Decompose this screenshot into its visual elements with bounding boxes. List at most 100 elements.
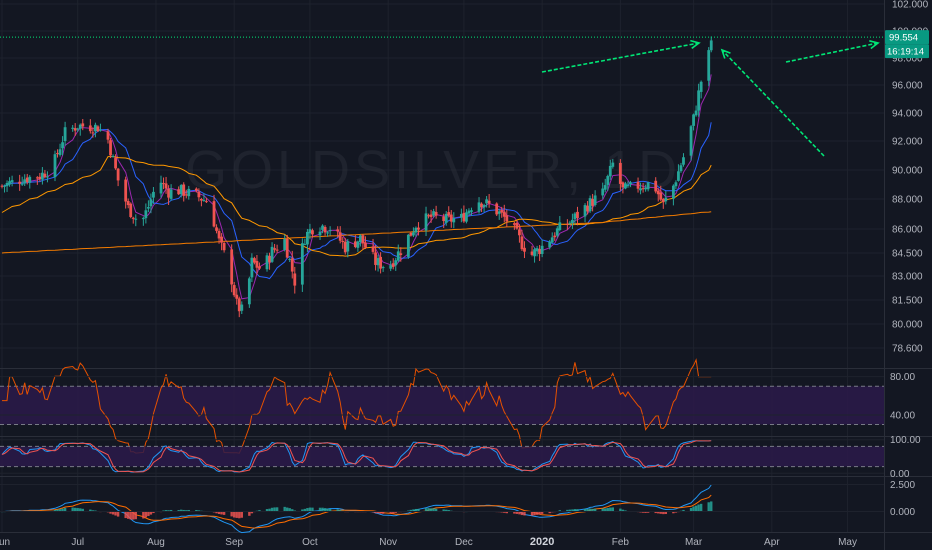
candle-up [568,220,572,226]
candle-body [359,235,362,243]
candle-body [505,215,509,222]
candle-body [641,188,645,190]
candle-body [3,185,6,187]
annotation-arrow [785,40,880,63]
candle-body [601,188,605,196]
candle-down [235,288,239,305]
candle-up [389,260,393,272]
candle-down [184,189,188,199]
candle-body [682,157,685,165]
macd-histogram-bar [185,510,188,512]
rsi-tick-label: 40.00 [890,410,915,421]
candle-down [371,238,375,255]
candle-body [326,232,329,234]
macd-histogram-bar [379,511,382,514]
time-axis[interactable]: Jun Jul Aug Sep Oct Nov Dec 2020 Feb Mar Apr May [0,536,857,548]
candle-body [391,263,395,267]
candle-body [399,253,403,255]
macd-pane[interactable]: 0.000 2.500 [0,480,915,534]
candle-down [336,226,340,238]
candle-down [553,232,557,241]
candle-up [497,209,501,220]
candle-up [240,301,244,314]
candle-up [558,216,562,232]
candle-down [182,182,186,202]
candle-body [275,249,279,251]
price-tick-label: 80.000 [892,320,923,331]
candle-down [512,221,516,230]
macd-histogram-bar [76,508,79,512]
candle-body [618,162,622,184]
candle-up [664,191,668,205]
candle-down [661,197,665,209]
candle-body [694,110,698,116]
candle-body [81,123,85,127]
annotation-arrows[interactable] [541,39,880,157]
candle-body [518,229,521,236]
candle-body [35,177,39,179]
macd-histogram-bar [518,511,521,515]
candle-down [258,262,261,271]
macd-histogram-bar [323,508,327,512]
candle-up [606,174,610,191]
macd-line [2,494,712,529]
candle-body [293,273,297,286]
candle-down [520,229,524,251]
macd-histogram-bar [283,506,286,512]
candle-body [452,218,456,223]
candle-body [25,177,29,183]
candle-down [164,176,168,194]
candles[interactable] [0,36,713,318]
candle-down [217,228,221,244]
macd-histogram-bar [432,508,435,512]
stoch-pane[interactable]: 0.00 100.00 [0,435,921,480]
candle-body [179,185,183,195]
candle-up [300,238,304,292]
candle-up [111,154,115,158]
candle-up [250,253,254,283]
candle-down [273,243,276,253]
price-tick-label: 102.000 [892,0,929,11]
candle-body [250,257,254,278]
candle-body [671,185,675,199]
candle-body [93,124,97,132]
candle-body [10,180,14,183]
candle-body [303,243,307,245]
candle-down [106,128,110,144]
candle-up [548,239,552,250]
candle-up [63,121,67,146]
candle-up [376,254,380,272]
macd-histogram-bar [301,509,304,512]
candle-body [43,173,47,178]
candle-body [664,197,668,202]
price-axis[interactable]: 78.600 80.000 81.500 83.000 84.500 86.000 88.0… [892,0,929,355]
macd-histogram-bar [558,510,562,512]
macd-histogram-bar [621,509,625,512]
macd-histogram-bar [124,511,127,519]
candle-body [500,210,504,213]
macd-histogram-bar [152,511,155,514]
ma-20-line [1,122,712,280]
candle-up [20,176,24,186]
macd-histogram-bar [659,511,662,514]
candle-up [603,178,607,193]
candle-body [656,190,660,195]
macd-histogram-bar [258,510,261,512]
candle-up [394,257,398,271]
macd-histogram-bar [586,508,589,512]
macd-histogram-bar [129,511,132,520]
candle-down [341,236,345,249]
candle-up [202,193,206,202]
candle-body [502,211,506,217]
candle-body [111,156,115,158]
candle-down [285,234,289,259]
candle-down [449,210,453,228]
candle-down [361,234,365,250]
macd-histogram-bar [114,511,117,516]
candle-body [99,129,102,131]
macd-histogram-bar [149,511,153,515]
candle-body [212,201,216,227]
candle-body [290,258,294,272]
